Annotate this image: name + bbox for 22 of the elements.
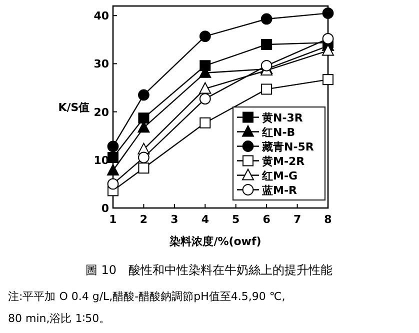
x-tick-label: 3: [170, 213, 178, 226]
legend-label: 红N-B: [261, 126, 296, 139]
legend-label: 蓝M-R: [261, 184, 298, 197]
y-tick-label: 20: [94, 106, 110, 119]
x-tick-label: 5: [232, 213, 240, 226]
y-tick-label: 30: [94, 58, 110, 71]
x-tick-label: 8: [324, 213, 332, 226]
legend-label: 红M-G: [261, 169, 298, 182]
y-axis-title: K/S值: [58, 101, 90, 114]
text: 注:平平加 O 0.4 g/L,醋酸-醋酸鈉調節pH值至4.5,90 ℃,80 min,浴比 1∶50。: [8, 290, 286, 325]
y-tick-label: 0: [101, 202, 110, 215]
x-tick-label: 4: [201, 213, 210, 226]
x-tick-label: 6: [262, 213, 271, 226]
x-axis-title: 染料浓度/%(owf): [168, 235, 262, 248]
x-tick-label: 2: [140, 213, 148, 226]
x-tick-label: 1: [109, 213, 117, 226]
y-tick-label: 40: [94, 10, 110, 23]
legend-label: 黄M-2R: [261, 154, 306, 168]
text: 圖 10 酸性和中性染料在牛奶絲上的提升性能: [85, 263, 333, 277]
legend-label: 黄N-3R: [261, 111, 304, 124]
legend-label: 藏青N-5R: [261, 140, 314, 154]
x-tick-label: 7: [293, 213, 302, 226]
